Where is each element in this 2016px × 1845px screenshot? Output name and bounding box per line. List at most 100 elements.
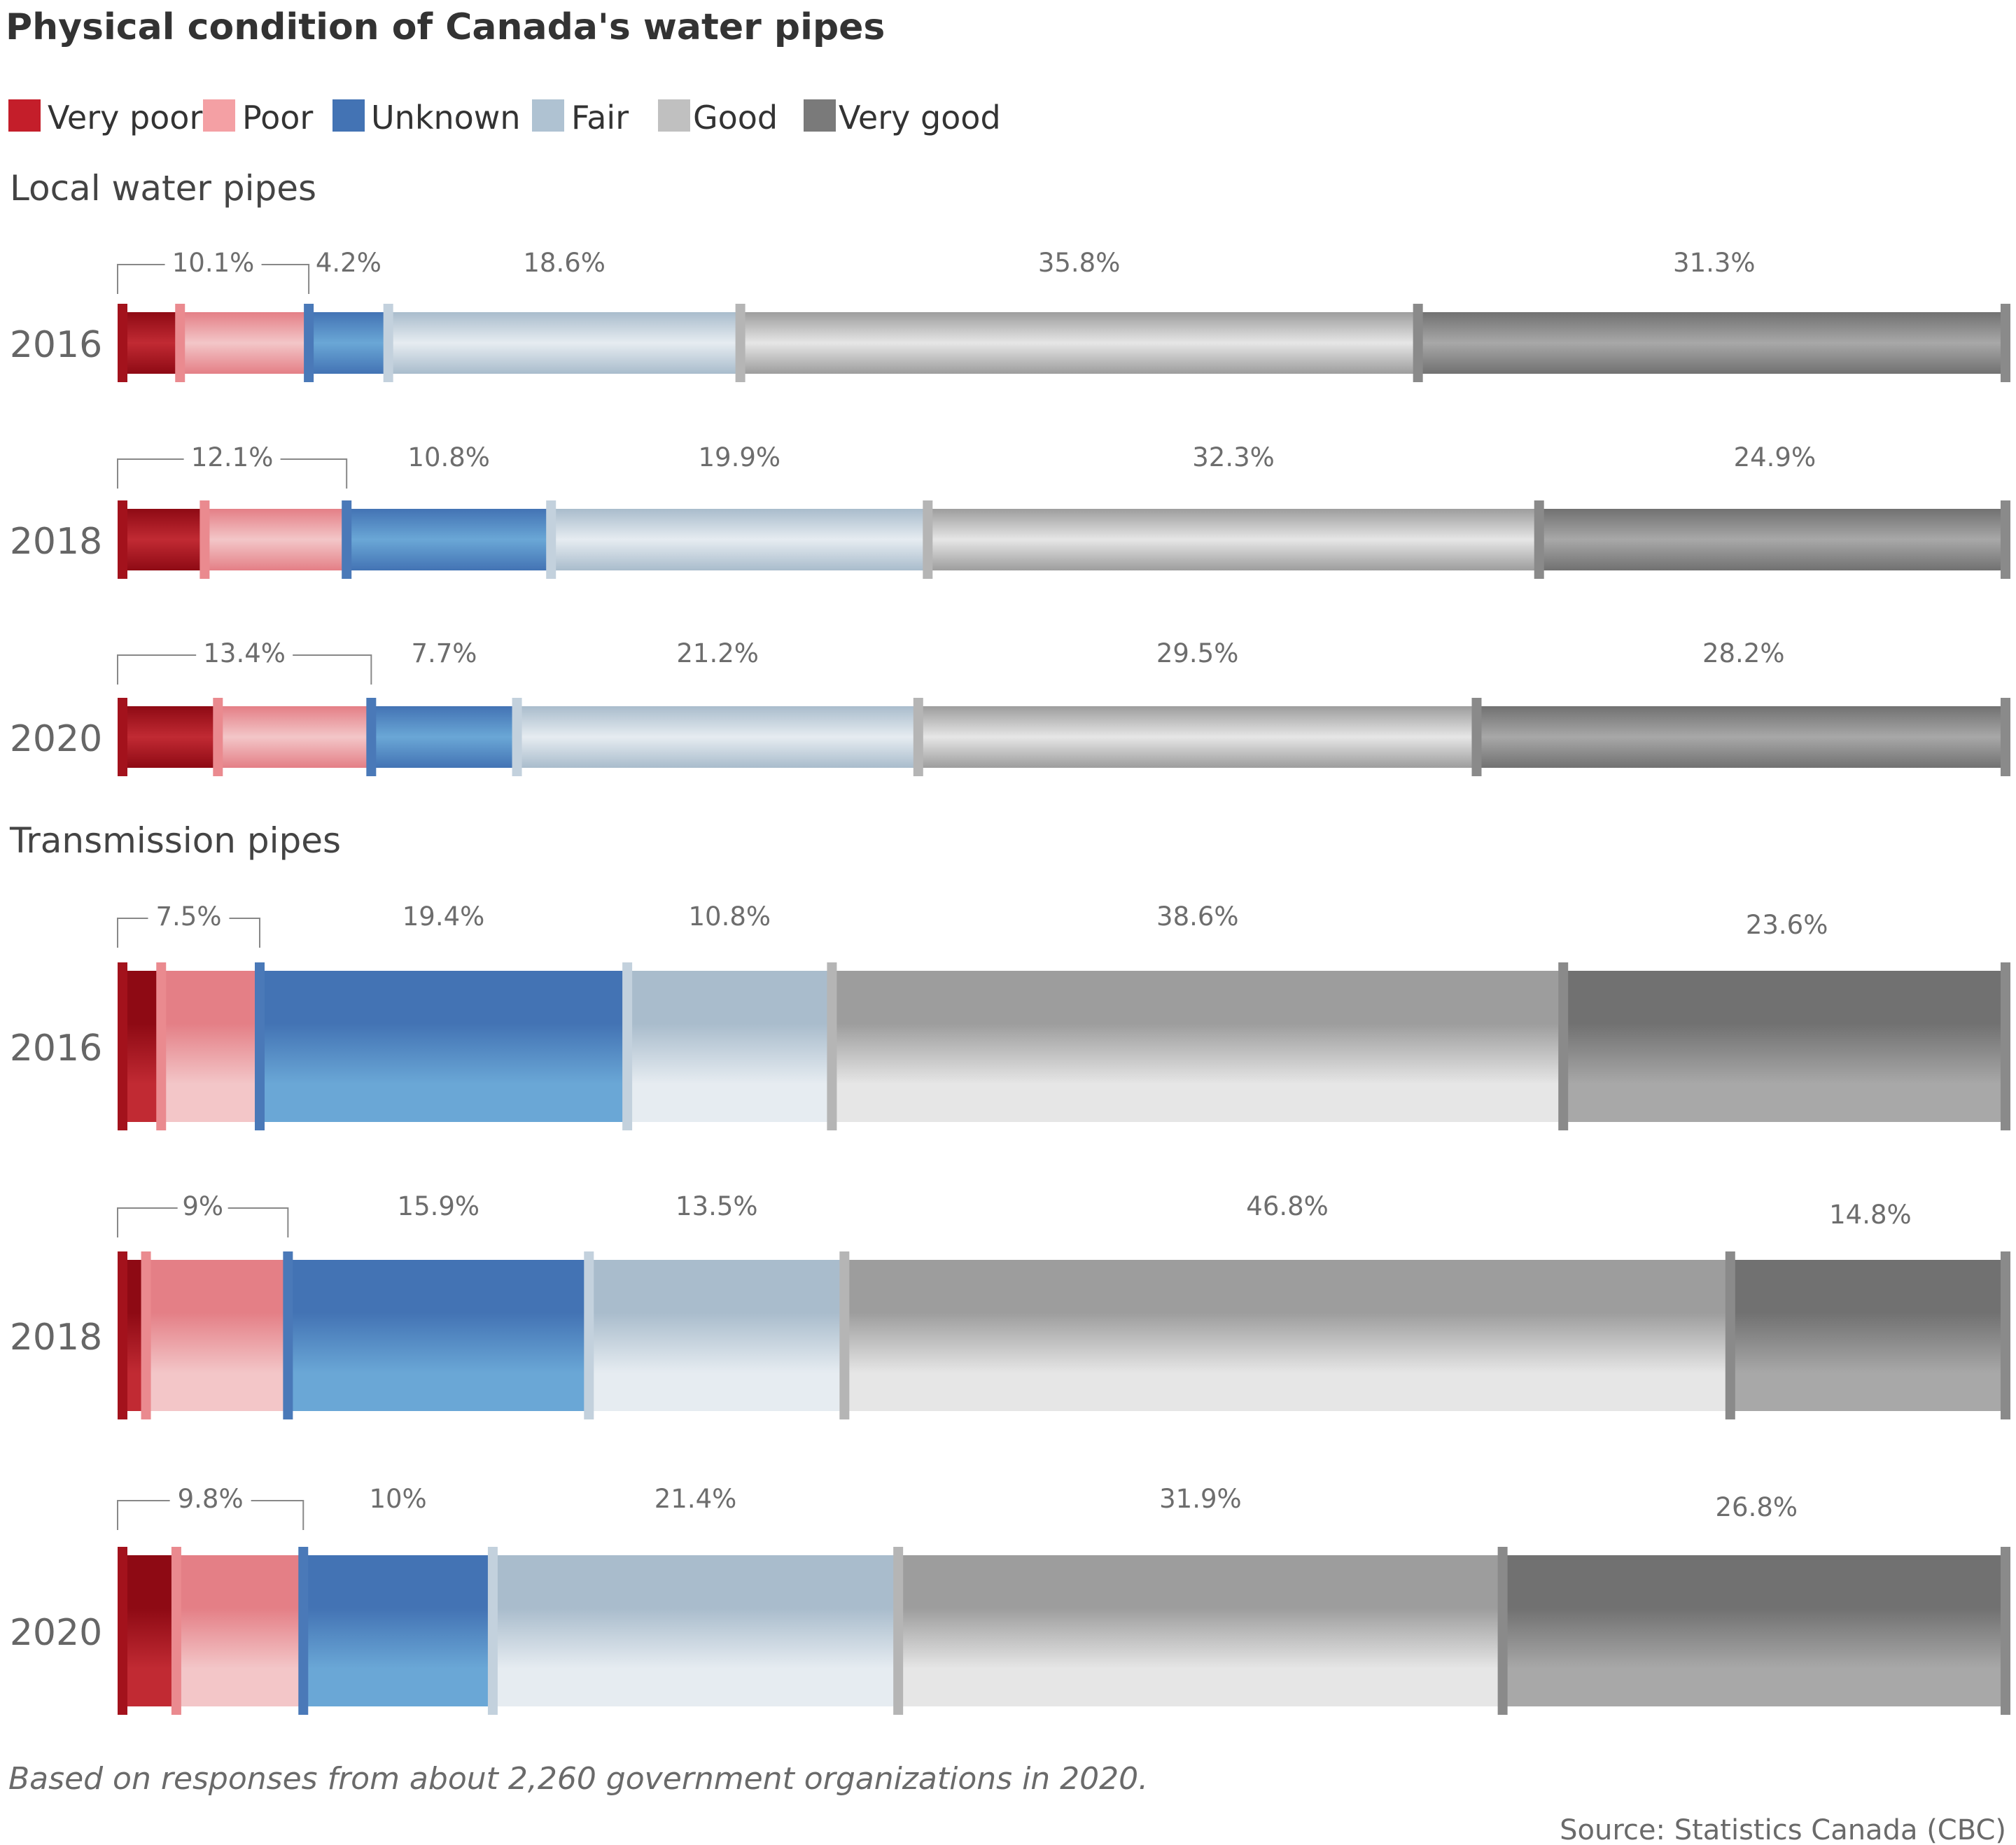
bar-segment-poor [180, 312, 309, 374]
bar-segment-very-poor [118, 509, 205, 570]
data-label: 26.8% [1716, 1492, 1798, 1522]
bar-segment-very-poor [118, 706, 218, 768]
pipe-joint [171, 1547, 181, 1715]
pipe-joint [304, 304, 314, 382]
bar-segment-very-poor [118, 312, 181, 374]
pipe-joint [383, 304, 393, 382]
bar-row-transmission-pipes-2018: 2018 9% 15.9% 13.5% 46.8% 14.8% [10, 1191, 2010, 1419]
data-label: 10.8% [688, 902, 771, 932]
data-label: 10% [369, 1484, 426, 1514]
bar-segment-good [740, 312, 1418, 374]
data-label: 7.7% [411, 638, 477, 668]
bar-segment-good [832, 971, 1564, 1122]
chart-title: Physical condition of Canada's water pip… [6, 6, 885, 48]
pipe-joint [584, 1251, 594, 1419]
bar-segment-unknown [309, 312, 388, 374]
pipe-joint [2001, 304, 2010, 382]
bar-segment-very-good [1563, 971, 2010, 1122]
data-label: 4.2% [316, 248, 382, 278]
legend-swatch-unknown [332, 99, 365, 132]
bar-row-local-water-pipes-2016: 2016 10.1% 4.2% 18.6% 35.8% 31.3% [10, 248, 2010, 382]
legend-label-very-good: Very good [839, 99, 1001, 136]
pipe-joint [1725, 1251, 1735, 1419]
pipe-joint [255, 962, 265, 1130]
legend-item-good: Good [658, 99, 778, 136]
data-label: 10.1% [172, 248, 255, 278]
bar-row-transmission-pipes-2020: 2020 9.8% 10% 21.4% 31.9% 26.8% [10, 1484, 2010, 1715]
legend-item-very-poor: Very poor [8, 99, 202, 136]
year-label: 2018 [10, 521, 102, 563]
legend-swatch-good [658, 99, 690, 132]
bar-segment-poor [204, 509, 347, 570]
bar-segment-fair [517, 706, 918, 768]
year-label: 2016 [10, 324, 102, 366]
pipe-joint [1413, 304, 1423, 382]
pipe-joint [735, 304, 746, 382]
data-label: 24.9% [1734, 442, 1816, 472]
pipe-joint [2001, 500, 2010, 579]
bar-segment-good [844, 1260, 1730, 1411]
pipe-joint [366, 698, 377, 776]
pipe-joint [2001, 1251, 2010, 1419]
data-label: 13.5% [676, 1191, 758, 1221]
pipe-joint [839, 1251, 850, 1419]
data-label: 19.4% [402, 902, 485, 932]
pipe-joint [1558, 962, 1569, 1130]
bar-segment-very-good [1539, 509, 2010, 570]
data-label: 46.8% [1246, 1191, 1329, 1221]
pipe-joint [893, 1547, 904, 1715]
pipe-joint [546, 500, 556, 579]
pipe-joint [213, 698, 223, 776]
bar-segment-good [918, 706, 1477, 768]
bar-row-local-water-pipes-2018: 2018 12.1% 10.8% 19.9% 32.3% 24.9% [10, 442, 2010, 579]
label-bracket [117, 654, 372, 685]
data-label: 31.9% [1159, 1484, 1242, 1514]
pipe-joint [298, 1547, 309, 1715]
pipe-joint [156, 962, 167, 1130]
pipe-joint [141, 1251, 151, 1419]
label-bracket [117, 1500, 304, 1530]
data-label: 15.9% [398, 1191, 480, 1221]
data-label: 9.8% [178, 1484, 244, 1514]
pipe-joint [1497, 1547, 1508, 1715]
pipe-joint [283, 1251, 293, 1419]
panel-transmission-pipes: Transmission pipes 2016 7.5% 19.4% 10.8% 38.6… [9, 820, 2010, 1715]
pipe-joint [1471, 698, 1482, 776]
legend-label-good: Good [693, 99, 778, 136]
data-label: 19.9% [698, 442, 780, 472]
panel-local-water-pipes: Local water pipes 2016 10.1% 4.2% 18.6% 35.8%… [10, 168, 2010, 776]
data-label: 29.5% [1156, 638, 1239, 668]
bar-segment-fair [551, 509, 928, 570]
data-label: 28.2% [1702, 638, 1785, 668]
legend-swatch-very-poor [8, 99, 41, 132]
data-label: 18.6% [523, 248, 606, 278]
data-label: 23.6% [1746, 910, 1828, 940]
pipe-joint [118, 962, 127, 1130]
pipe-joint [342, 500, 352, 579]
data-label: 21.4% [654, 1484, 737, 1514]
pipe-joint [118, 304, 127, 382]
data-label: 38.6% [1156, 902, 1239, 932]
bar-segment-fair [627, 971, 832, 1122]
legend-item-unknown: Unknown [332, 99, 521, 136]
pipe-joint [827, 962, 837, 1130]
bar-segment-very-good [1730, 1260, 2010, 1411]
bar-segment-unknown [371, 706, 517, 768]
footnote: Based on responses from about 2,260 gove… [8, 1761, 1148, 1797]
legend-label-fair: Fair [571, 99, 629, 136]
bar-segment-fair [492, 1555, 899, 1706]
legend: Very poor Poor Unknown Fair Good Very good [8, 99, 1001, 136]
bar-segment-very-good [1476, 706, 2010, 768]
bar-row-transmission-pipes-2016: 2016 7.5% 19.4% 10.8% 38.6% 23.6% [10, 902, 2010, 1130]
pipe-joint [923, 500, 933, 579]
data-label: 21.2% [676, 638, 759, 668]
data-label: 13.4% [203, 638, 286, 668]
bar-segment-poor [146, 1260, 288, 1411]
source-credit: Source: Statistics Canada (CBC) [1560, 1814, 2006, 1845]
bar-segment-fair [388, 312, 741, 374]
pipe-joint [2001, 1547, 2010, 1715]
legend-item-fair: Fair [532, 99, 629, 136]
data-label: 31.3% [1673, 248, 1756, 278]
bar-segment-good [898, 1555, 1503, 1706]
